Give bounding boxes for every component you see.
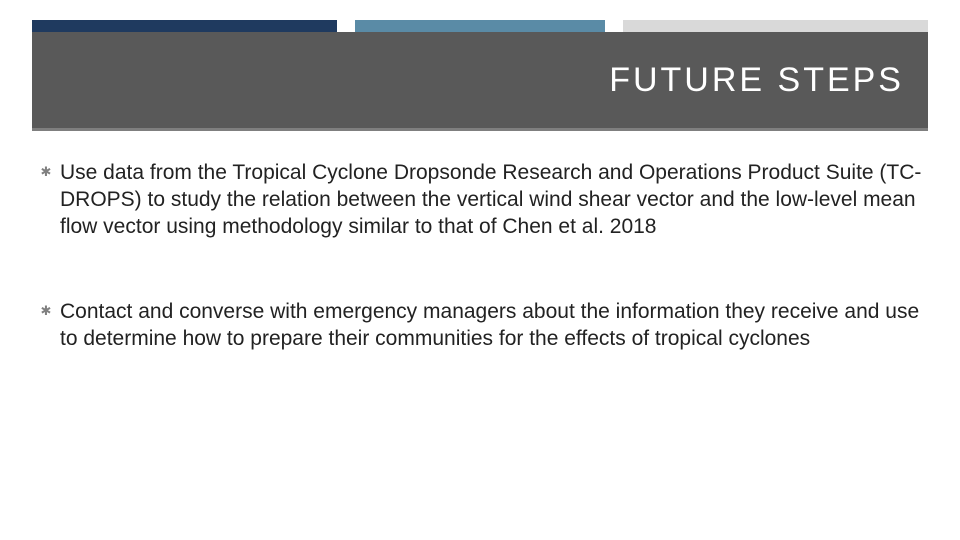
slide-body: ✱ Use data from the Tropical Cyclone Dro… xyxy=(32,160,928,500)
title-band: FUTURE STEPS xyxy=(32,32,928,128)
stripe-segment-2 xyxy=(355,20,606,32)
top-accent-stripe xyxy=(32,20,928,32)
title-underline xyxy=(32,128,928,131)
stripe-segment-1 xyxy=(32,20,337,32)
list-item: ✱ Contact and converse with emergency ma… xyxy=(32,299,928,353)
slide: FUTURE STEPS ✱ Use data from the Tropica… xyxy=(0,0,960,540)
stripe-segment-3 xyxy=(623,20,928,32)
stripe-segment-gap-2 xyxy=(605,20,623,32)
list-item: ✱ Use data from the Tropical Cyclone Dro… xyxy=(32,160,928,241)
asterisk-icon: ✱ xyxy=(32,299,60,317)
bullet-text: Use data from the Tropical Cyclone Drops… xyxy=(60,160,928,241)
asterisk-icon: ✱ xyxy=(32,160,60,178)
bullet-text: Contact and converse with emergency mana… xyxy=(60,299,928,353)
stripe-segment-gap-1 xyxy=(337,20,355,32)
slide-title: FUTURE STEPS xyxy=(609,61,904,100)
